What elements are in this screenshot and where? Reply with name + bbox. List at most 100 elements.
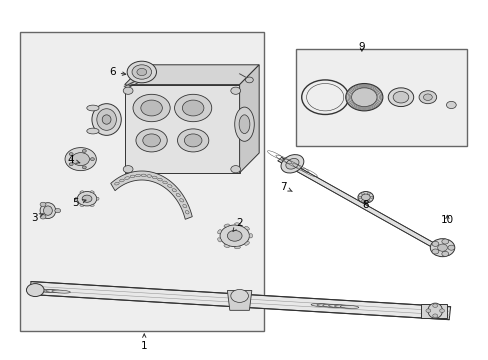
Circle shape bbox=[26, 284, 44, 297]
Ellipse shape bbox=[163, 181, 167, 184]
Circle shape bbox=[55, 208, 61, 213]
Text: 1: 1 bbox=[141, 334, 147, 351]
Text: 9: 9 bbox=[358, 42, 365, 52]
Circle shape bbox=[387, 88, 413, 107]
Text: 7: 7 bbox=[280, 182, 292, 192]
Bar bbox=[420, 304, 447, 318]
Circle shape bbox=[441, 239, 448, 244]
Ellipse shape bbox=[217, 230, 221, 234]
Bar bbox=[124, 85, 239, 173]
Circle shape bbox=[133, 94, 170, 122]
Ellipse shape bbox=[234, 246, 240, 249]
Ellipse shape bbox=[224, 224, 229, 227]
Ellipse shape bbox=[90, 204, 94, 207]
Ellipse shape bbox=[114, 182, 119, 185]
Ellipse shape bbox=[234, 107, 254, 141]
Ellipse shape bbox=[185, 211, 189, 214]
Ellipse shape bbox=[96, 197, 99, 200]
Circle shape bbox=[357, 192, 373, 203]
Ellipse shape bbox=[119, 179, 124, 182]
Circle shape bbox=[123, 166, 133, 173]
Circle shape bbox=[437, 244, 447, 251]
Ellipse shape bbox=[90, 191, 94, 193]
Circle shape bbox=[429, 239, 454, 257]
Polygon shape bbox=[277, 157, 439, 249]
Circle shape bbox=[77, 192, 97, 206]
Polygon shape bbox=[30, 282, 449, 320]
Ellipse shape bbox=[217, 238, 221, 242]
Ellipse shape bbox=[334, 305, 352, 308]
Ellipse shape bbox=[80, 204, 83, 207]
Circle shape bbox=[366, 193, 369, 195]
Circle shape bbox=[141, 100, 162, 116]
Ellipse shape bbox=[34, 289, 52, 292]
Text: 6: 6 bbox=[109, 67, 125, 77]
Ellipse shape bbox=[46, 290, 64, 293]
Ellipse shape bbox=[130, 175, 135, 178]
Ellipse shape bbox=[152, 176, 157, 179]
Circle shape bbox=[82, 166, 86, 169]
Ellipse shape bbox=[183, 204, 186, 208]
Ellipse shape bbox=[322, 304, 341, 307]
Circle shape bbox=[182, 100, 203, 116]
Polygon shape bbox=[124, 65, 259, 85]
Circle shape bbox=[423, 94, 431, 100]
Circle shape bbox=[123, 87, 133, 94]
Ellipse shape bbox=[97, 109, 116, 130]
Circle shape bbox=[230, 289, 248, 302]
Ellipse shape bbox=[157, 178, 162, 181]
Circle shape bbox=[418, 91, 436, 104]
Circle shape bbox=[432, 304, 437, 307]
Ellipse shape bbox=[43, 206, 52, 215]
Circle shape bbox=[358, 196, 361, 198]
Text: 4: 4 bbox=[67, 155, 80, 165]
Ellipse shape bbox=[80, 191, 83, 193]
Ellipse shape bbox=[40, 203, 56, 219]
Circle shape bbox=[425, 309, 430, 312]
Ellipse shape bbox=[248, 234, 252, 238]
Circle shape bbox=[174, 94, 211, 122]
Circle shape bbox=[446, 102, 455, 109]
Ellipse shape bbox=[40, 289, 58, 292]
Circle shape bbox=[40, 215, 46, 219]
Ellipse shape bbox=[239, 115, 249, 134]
Circle shape bbox=[90, 158, 94, 161]
Ellipse shape bbox=[102, 115, 111, 124]
Polygon shape bbox=[227, 291, 251, 310]
Ellipse shape bbox=[87, 128, 99, 134]
Ellipse shape bbox=[87, 105, 99, 111]
Circle shape bbox=[230, 87, 240, 94]
Circle shape bbox=[72, 153, 89, 166]
Circle shape bbox=[351, 88, 376, 107]
Polygon shape bbox=[110, 171, 192, 219]
Circle shape bbox=[392, 91, 408, 103]
Circle shape bbox=[439, 309, 444, 312]
Circle shape bbox=[40, 202, 46, 207]
Circle shape bbox=[65, 148, 96, 171]
Circle shape bbox=[361, 194, 369, 201]
Circle shape bbox=[69, 163, 73, 166]
Ellipse shape bbox=[27, 289, 46, 292]
Circle shape bbox=[245, 77, 253, 83]
Ellipse shape bbox=[124, 177, 129, 179]
Ellipse shape bbox=[141, 174, 146, 177]
Circle shape bbox=[82, 149, 86, 152]
Ellipse shape bbox=[92, 104, 121, 135]
Ellipse shape bbox=[135, 174, 140, 177]
Text: 5: 5 bbox=[72, 198, 86, 208]
Text: 10: 10 bbox=[440, 215, 453, 225]
Ellipse shape bbox=[52, 290, 70, 293]
Ellipse shape bbox=[75, 197, 77, 200]
Ellipse shape bbox=[176, 193, 180, 197]
Circle shape bbox=[447, 245, 454, 250]
Ellipse shape bbox=[244, 226, 249, 230]
Ellipse shape bbox=[172, 189, 176, 192]
Text: 3: 3 bbox=[31, 213, 43, 223]
Polygon shape bbox=[239, 65, 259, 173]
Ellipse shape bbox=[167, 185, 172, 188]
Circle shape bbox=[132, 65, 151, 79]
Circle shape bbox=[431, 249, 438, 254]
Circle shape bbox=[431, 241, 438, 246]
Ellipse shape bbox=[340, 305, 358, 309]
Circle shape bbox=[361, 200, 364, 202]
